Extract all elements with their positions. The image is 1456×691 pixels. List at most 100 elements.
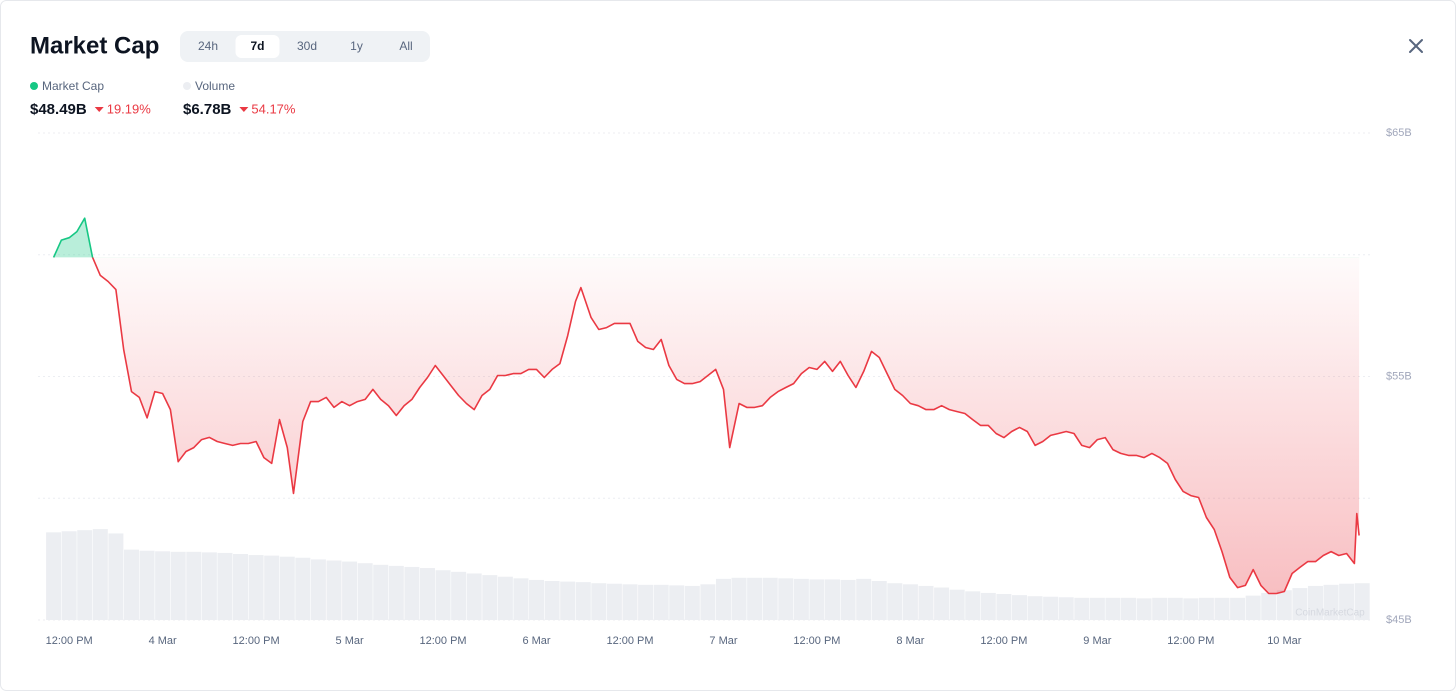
volume-bar [170,551,186,620]
volume-bar [1058,597,1074,620]
watermark: CoinMarketCap [1295,608,1365,619]
volume-bar [1354,583,1370,620]
x-tick-label: 7 Mar [709,635,737,647]
volume-bar [497,576,513,620]
volume-bar [871,581,887,620]
legend-label: Volume [195,79,235,93]
volume-bar [918,585,934,620]
x-tick-label: 12:00 PM [46,635,93,647]
line [52,217,1360,595]
volume-bar [108,533,124,620]
volume-bar [201,552,217,620]
volume-bar [1214,597,1230,620]
volume-bar [591,583,607,620]
volume-bar [762,577,778,620]
area [53,218,1360,594]
y-tick-label: $45B [1386,614,1412,626]
volume-bar [934,587,950,620]
legend-dot [30,82,38,90]
volume-bar [248,555,264,620]
volume-bar [560,581,576,620]
volume-bar [965,591,981,620]
volume-bar [1307,585,1323,620]
change-arrow [94,107,104,112]
volume-bar [92,529,108,620]
volume-bar [980,592,996,620]
volume-bar [513,578,529,620]
volume-bar [1198,597,1214,620]
x-tick-label: 9 Mar [1083,635,1111,647]
latest-value: $6.78B [183,101,232,118]
volume-bar [1121,597,1137,620]
volume-bar [264,555,280,620]
volume-bar [217,552,233,620]
volume-bar [404,566,420,620]
volume-bar [46,532,62,620]
volume-bar [575,582,591,620]
x-tick-label: 12:00 PM [233,635,280,647]
volume-bar [1183,598,1199,620]
volume-bar [1323,584,1339,620]
volume-bar [684,585,700,620]
volume-bar [1089,597,1105,620]
volume-bar [700,584,716,620]
volume-bar [451,571,467,620]
volume-bar [1011,595,1027,620]
volume-bar [606,583,622,620]
volume-bar [373,564,389,620]
y-tick-label: $55B [1386,370,1412,382]
volume-bar [233,553,249,620]
volume-bar [435,570,451,620]
volume-bar [342,561,358,620]
change-value: 54.17% [251,101,296,116]
volume-bar [1292,588,1308,620]
volume-bar [310,559,326,620]
x-tick-label: 6 Mar [522,635,550,647]
x-tick-label: 10 Mar [1267,635,1302,647]
volume-bar [856,578,872,620]
volume-bar [61,531,77,620]
x-tick-label: 12:00 PM [420,635,467,647]
volume-bar [155,551,171,620]
volume-bar [902,584,918,620]
volume-bar [825,579,841,620]
volume-bar [949,589,965,620]
volume-bar [809,579,825,620]
volume-bar [544,581,560,620]
tab[interactable]: 7d [250,39,264,53]
volume-bar [1105,597,1121,620]
x-tick-label: 12:00 PM [606,635,653,647]
y-tick-label: $65B [1386,127,1412,139]
volume-bar [778,578,794,620]
tab-selected[interactable] [235,35,280,58]
volume-bar [653,584,669,620]
close-button[interactable] [1409,39,1423,53]
x-tick-label: 5 Mar [336,635,364,647]
volume-bar [715,578,731,620]
volume-bar [279,556,295,620]
tab[interactable]: 24h [198,39,218,53]
volume-bar [1074,597,1090,620]
close-icon[interactable] [1409,39,1423,53]
volume-bar [419,568,435,620]
volume-bar [482,575,498,620]
tab[interactable]: All [399,39,412,53]
latest-value: $48.49B [30,101,87,118]
volume-bar [1027,596,1043,620]
volume-bar [731,577,747,620]
tab[interactable]: 1y [350,39,363,53]
volume-bar [1339,583,1355,620]
volume-bar [1245,595,1261,620]
legend-label: Market Cap [42,79,104,93]
volume-bar [1261,592,1277,620]
volume-bar [1230,597,1246,620]
x-tick-label: 12:00 PM [980,635,1027,647]
x-tick-label: 12:00 PM [793,635,840,647]
volume-bar [793,578,809,620]
volume-bar [1152,597,1168,620]
volume-bar [139,550,155,620]
tab[interactable]: 30d [297,39,317,53]
volume-bar [887,583,903,620]
volume-bar [357,563,373,620]
